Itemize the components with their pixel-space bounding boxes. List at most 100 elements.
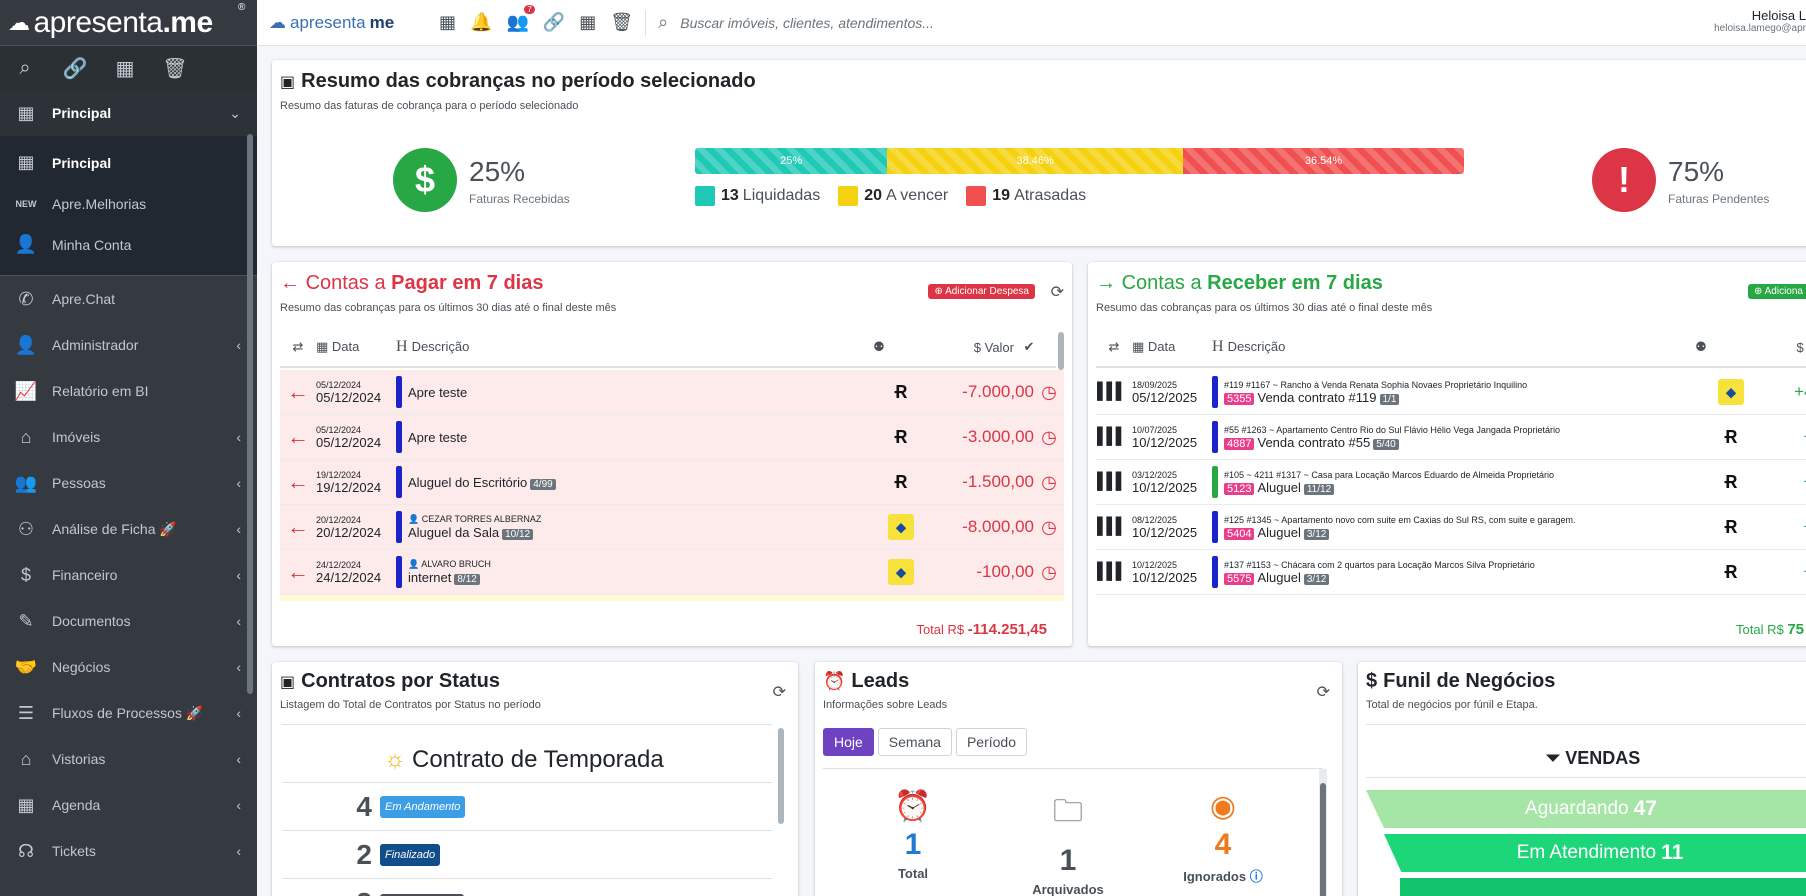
sidebar-item-label: Tickets — [52, 843, 96, 859]
search-input[interactable]: Buscar imóveis, clientes, atendimentos..… — [680, 14, 934, 31]
table-row[interactable]: ← 05/12/2024 05/12/2024 Apre teste Ɍ -3.0… — [280, 415, 1064, 460]
sidebar-item-analise-ficha[interactable]: ⚇ Análise de Ficha 🚀 ‹ — [0, 506, 257, 552]
link-icon[interactable]: 🔗 — [542, 12, 566, 32]
brand-logo[interactable]: ☁ apresenta .me ® — [0, 0, 257, 46]
table-row[interactable]: ← 20/12/2024 20/12/2024 👤 CEZAR TORRES AL… — [280, 505, 1064, 550]
calendar-icon[interactable]: ▦ — [579, 12, 597, 32]
sidebar-item-minha-conta[interactable]: 👤 Minha Conta — [0, 224, 257, 265]
lead-stat-ignorados[interactable]: ◉ 4 Ignorados ⓘ — [1153, 789, 1293, 885]
sidebar-item-financeiro[interactable]: $ Financeiro ‹ — [0, 552, 257, 598]
funnel-stage-em-atendimento[interactable]: Em Atendimento 11 — [1384, 834, 1806, 872]
sidebar-section-principal[interactable]: ▦ Principal ⌄ — [0, 90, 257, 136]
tab-periodo[interactable]: Período — [955, 728, 1027, 756]
user-menu[interactable]: Heloisa L heloisa.lamego@apr — [1714, 8, 1806, 34]
table-scrollbar[interactable] — [1058, 332, 1064, 370]
question-circle-icon[interactable]: ⓘ — [1249, 869, 1263, 884]
status-row[interactable]: 2 Finalizado — [282, 830, 772, 878]
sidebar-item-apre-chat[interactable]: ✆ Apre.Chat — [0, 276, 257, 322]
bell-icon[interactable]: 🔔 — [470, 12, 493, 32]
sidebar-item-label: Pessoas — [52, 475, 106, 491]
bank-r-icon: Ɍ — [894, 426, 908, 447]
chevron-left-icon: ‹ — [236, 843, 241, 859]
trash-icon[interactable]: 🗑 — [610, 12, 634, 32]
lead-stat-total[interactable]: ⏰ 1 Total — [843, 789, 983, 881]
table-row[interactable]: ← 05/12/2024 05/12/2024 Apre teste Ɍ -7.0… — [280, 370, 1064, 415]
barcode-icon[interactable]: ▌▌▌ — [1096, 518, 1127, 535]
installment-tag: 10/12 — [502, 529, 534, 540]
sidebar-item-negocios[interactable]: 🤝 Negócios ‹ — [0, 644, 257, 690]
status-row[interactable]: 4 Em Andamento — [282, 782, 772, 830]
cobrancas-progress-bar: 25% 38.46% 36.54% — [695, 148, 1464, 174]
table-row[interactable]: ▌▌▌ 08/12/2025 10/12/2025 #125 #1345 ~ Ap… — [1096, 505, 1806, 550]
add-expense-button[interactable]: ⊕ Adicionar Despesa — [928, 284, 1035, 299]
funnel-stage-label: Aguardando — [1525, 798, 1629, 819]
sidebar-item-apre-melhorias[interactable]: NEW Apre.Melhorias — [0, 183, 257, 224]
refresh-icon[interactable]: ⟳ — [772, 684, 786, 701]
add-income-button[interactable]: ⊕ Adiciona — [1748, 284, 1806, 299]
sidebar-item-administrador[interactable]: 👤 Administrador ‹ — [0, 322, 257, 368]
title-part: em 7 dias — [446, 272, 544, 294]
dashboard-icon[interactable]: ▦ — [439, 12, 457, 32]
global-search[interactable]: ⌕ Buscar imóveis, clientes, atendimentos… — [658, 12, 934, 33]
users-icon[interactable]: 👥 7 — [506, 5, 535, 33]
sidebar-item-documentos[interactable]: ✎ Documentos ‹ — [0, 598, 257, 644]
sidebar-item-imoveis[interactable]: ⌂ Imóveis ‹ — [0, 414, 257, 460]
sidebar-item-agenda[interactable]: ▦ Agenda ‹ — [0, 782, 257, 828]
table-row[interactable]: ▌▌▌ 18/09/2025 05/12/2025 #119 #1167 ~ Ra… — [1096, 370, 1806, 415]
sidebar-item-relatorio-bi[interactable]: 📈 Relatório em BI — [0, 368, 257, 414]
lead-stat-value: 4 — [1214, 828, 1232, 861]
table-row[interactable]: ← 24/12/2024 24/12/2024 👤 ALVARO BRUCH int… — [280, 550, 1064, 595]
leads-scrollbar-thumb[interactable] — [1320, 783, 1326, 896]
status-row[interactable]: 2 — [282, 878, 772, 896]
table-row[interactable]: ← 19/12/2024 19/12/2024 Aluguel do Escrit… — [280, 460, 1064, 505]
col-date[interactable]: ▦ Data — [1132, 339, 1212, 355]
clock-icon[interactable]: ◷ — [1041, 561, 1057, 582]
refresh-icon[interactable]: ⟳ — [1316, 684, 1330, 701]
table-row[interactable]: ▌▌▌ 10/07/2025 10/12/2025 #55 #1263 ~ Apa… — [1096, 415, 1806, 460]
col-desc[interactable]: H Descrição — [1212, 338, 1686, 356]
sidebar-item-fluxos[interactable]: ☰ Fluxos de Processos 🚀 ‹ — [0, 690, 257, 736]
check-icon[interactable]: ✔ — [1023, 339, 1035, 354]
row-value: -1.500,00 — [962, 472, 1034, 491]
clock-icon[interactable]: ◷ — [1041, 381, 1057, 402]
col-value[interactable]: $ V — [1796, 339, 1804, 355]
row-number-badge: 5404 — [1224, 527, 1255, 540]
sidebar-item-vistorias[interactable]: ⌂ Vistorias ‹ — [0, 736, 257, 782]
link-icon[interactable]: 🔗 — [62, 57, 88, 80]
row-desc: #119 #1167 ~ Rancho à Venda Renata Sophi… — [1224, 380, 1718, 405]
search-icon[interactable]: ⌕ — [19, 56, 31, 79]
sidebar-item-pessoas[interactable]: 👥 Pessoas ‹ — [0, 460, 257, 506]
table-row[interactable]: ▌▌▌ 03/12/2025 10/12/2025 #105 ~ 4211 #13… — [1096, 460, 1806, 505]
clock-icon[interactable]: ◷ — [1041, 516, 1057, 537]
refresh-icon[interactable]: ⟳ — [1050, 284, 1064, 301]
contas-receber-rows: ▌▌▌ 18/09/2025 05/12/2025 #119 #1167 ~ Ra… — [1096, 370, 1806, 595]
funnel-stage-aguardando[interactable]: Aguardando 47 — [1366, 790, 1806, 828]
table-row[interactable]: ▌▌▌ 10/12/2025 10/12/2025 #137 #1153 ~ Ch… — [1096, 550, 1806, 595]
barcode-icon[interactable]: ▌▌▌ — [1096, 473, 1127, 490]
sidebar-scrollbar[interactable] — [247, 134, 253, 694]
status-badge: Em Andamento — [380, 795, 466, 818]
col-desc[interactable]: H Descrição — [396, 338, 864, 356]
leads-scrollbar-track[interactable] — [1319, 769, 1327, 896]
col-date[interactable]: ▦ Data — [316, 339, 396, 355]
sidebar-item-principal[interactable]: ▦ Principal — [0, 142, 257, 183]
topbar-logo[interactable]: ☁ apresenta me — [269, 13, 429, 33]
sidebar-item-tickets[interactable]: ☊ Tickets ‹ — [0, 828, 257, 874]
clock-icon[interactable]: ◷ — [1041, 471, 1057, 492]
bank-bb-icon: ⬥ — [1718, 379, 1744, 405]
barcode-icon[interactable]: ▌▌▌ — [1096, 428, 1127, 445]
sort-arrows-icon[interactable]: ⇄ — [1108, 339, 1120, 354]
row-desc: Aluguel do Escritório 4/99 — [408, 475, 888, 490]
lead-stat-arquivados[interactable]: 🗀 1 Arquivados — [998, 789, 1138, 896]
col-value[interactable]: $ Valor — [973, 339, 1014, 355]
contratos-scrollbar[interactable] — [778, 728, 784, 824]
tab-hoje[interactable]: Hoje — [823, 728, 874, 756]
sort-arrows-icon[interactable]: ⇄ — [292, 339, 304, 354]
tab-semana[interactable]: Semana — [877, 728, 952, 756]
clock-icon[interactable]: ◷ — [1041, 426, 1057, 447]
calendar-icon[interactable]: ▦ — [115, 57, 135, 80]
barcode-icon[interactable]: ▌▌▌ — [1096, 383, 1127, 400]
barcode-icon[interactable]: ▌▌▌ — [1096, 563, 1127, 580]
trash-icon[interactable]: 🗑 — [162, 57, 188, 80]
row-date: 24/12/2024 — [316, 569, 382, 585]
